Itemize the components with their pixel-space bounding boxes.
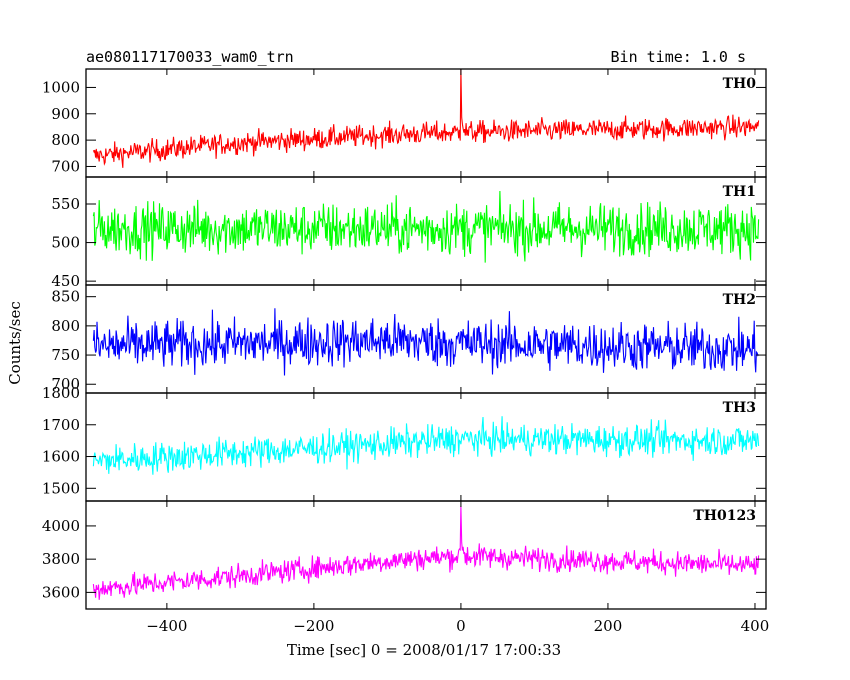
y-tick-label: 500: [51, 234, 80, 252]
panel-th1: 450 500 550 TH1: [51, 176, 767, 290]
panel-frame: [85, 392, 767, 502]
bin-time-label: Bin time: 1.0 s: [611, 48, 746, 66]
x-tick-label: 200: [594, 617, 623, 635]
y-tick-label: 3800: [42, 550, 80, 568]
y-tick-label: 1500: [42, 479, 80, 497]
x-tick-label: −200: [293, 617, 334, 635]
series-th0123: [92, 505, 760, 600]
y-tick-label: 550: [51, 195, 80, 213]
panel-label-th1: TH1: [723, 184, 756, 200]
series-th1: [92, 190, 760, 263]
panel-th0: 700 800 900 1000 TH0: [42, 68, 767, 178]
panel-frame: [85, 500, 767, 610]
panel-label-th0: TH0: [723, 76, 757, 92]
y-axis-label: Counts/sec: [6, 301, 24, 385]
panel-label-th3: TH3: [723, 400, 756, 416]
panel-label-th2: TH2: [723, 292, 756, 308]
y-tick-label: 3600: [42, 583, 80, 601]
panel-th3: 1500 1600 1700 1800 TH3: [42, 384, 767, 502]
panel-th2: 700 750 800 850 TH2: [51, 284, 767, 394]
x-tick-label: 0: [456, 617, 466, 635]
y-tick-label: 750: [51, 346, 80, 364]
panel-label-th0123: TH0123: [693, 508, 756, 524]
y-tick-label: 1800: [42, 384, 80, 402]
panel-frame: [85, 284, 767, 394]
y-tick-label: 450: [51, 272, 80, 290]
panel-th0123: 3600 3800 4000 TH0123: [42, 500, 767, 610]
series-th0: [92, 69, 760, 168]
x-tick-label: −400: [146, 617, 187, 635]
x-tick-label: 400: [741, 617, 770, 635]
y-tick-label: 900: [51, 105, 80, 123]
y-tick-label: 800: [51, 317, 80, 335]
y-tick-label: 1700: [42, 416, 80, 434]
y-tick-label: 700: [51, 157, 80, 175]
y-tick-label: 4000: [42, 517, 80, 535]
series-th3: [92, 416, 760, 475]
y-tick-label: 1000: [42, 78, 80, 96]
panels-layer: 700 800 900 1000 TH0 450 500 550 TH1 700 750 800 850…: [42, 68, 770, 635]
y-tick-label: 700: [51, 375, 80, 393]
series-th2: [92, 308, 760, 376]
y-tick-label: 1600: [42, 448, 80, 466]
y-tick-label: 800: [51, 131, 80, 149]
y-tick-label: 850: [51, 288, 80, 306]
x-axis-label: Time [sec] 0 = 2008/01/17 17:00:33: [287, 641, 561, 659]
chart-title: ae080117170033_wam0_trn: [86, 48, 294, 66]
